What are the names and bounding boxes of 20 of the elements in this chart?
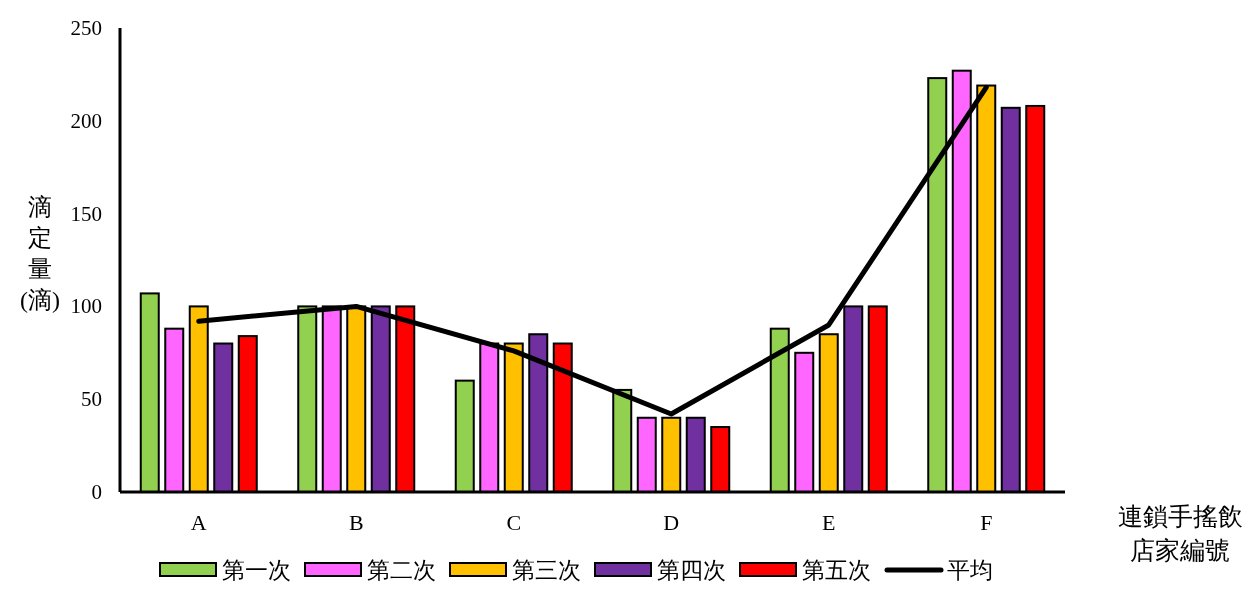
x-tick-label: A [190,510,207,535]
x-tick-label: F [980,510,993,535]
y-tick-label: 250 [70,16,102,40]
legend-label: 第三次 [512,558,581,583]
legend-label: 第一次 [222,558,291,583]
legend-label: 第五次 [802,558,871,583]
legend-label: 平均 [947,558,993,583]
y-tick-label: 200 [70,108,102,133]
x-tick-label: C [506,510,522,535]
x-tick-label: E [822,510,836,535]
y-tick-label: 0 [91,480,102,504]
x-tick-label: B [348,510,364,535]
legend-label: 第二次 [367,558,436,583]
y-tick-label: 50 [81,387,102,412]
legend-label: 第四次 [657,558,726,583]
x-tick-label: D [663,510,680,535]
y-tick-label: 150 [70,201,102,226]
y-axis-title: 滴定量(滴) [20,194,60,313]
y-tick-label: 100 [70,294,102,319]
x-axis-title: 連鎖手搖飲店家編號 [1117,503,1243,564]
